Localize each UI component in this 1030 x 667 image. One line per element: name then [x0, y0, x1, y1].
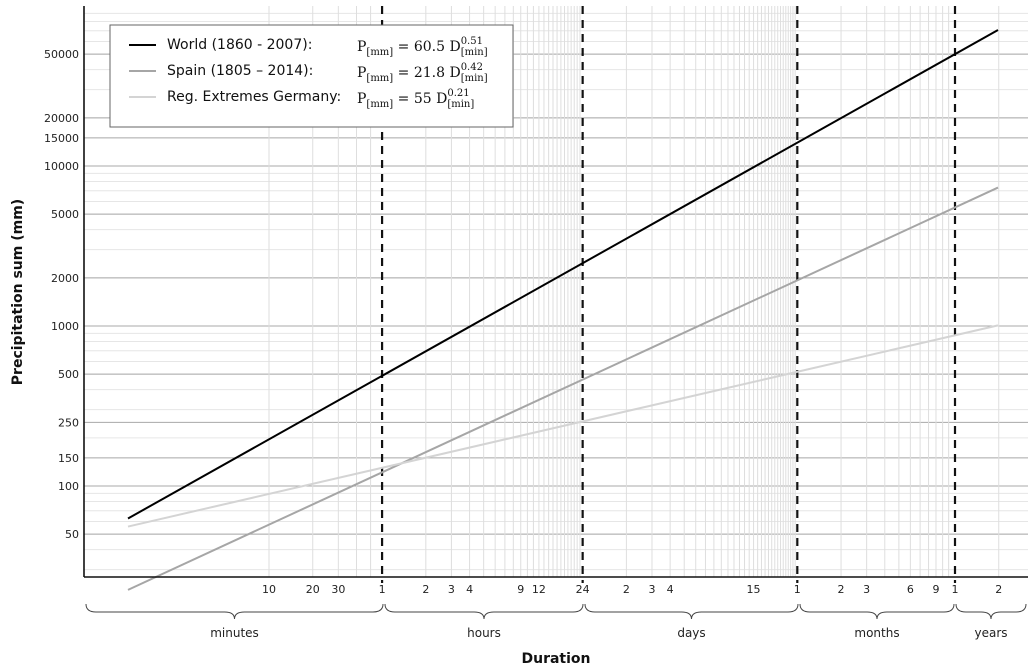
formula-d-subscript: [min] — [461, 47, 488, 58]
axes — [83, 6, 1028, 578]
x-tick-label: 15 — [747, 583, 761, 596]
period-label: minutes — [210, 626, 259, 640]
x-tick-label: 1 — [952, 583, 959, 596]
formula-rhs: = 55 D — [393, 91, 447, 107]
formula-p: P — [357, 39, 366, 55]
period-label: months — [854, 626, 899, 640]
series-line-2 — [127, 186, 999, 591]
legend-formula: P[mm] = 55 D0.21 [min] — [357, 88, 474, 110]
x-tick-label: 2 — [995, 583, 1002, 596]
x-tick-label: 20 — [306, 583, 320, 596]
x-tick-label: 9 — [932, 583, 939, 596]
formula-exponent: 0.21 — [447, 88, 469, 99]
x-tick-label: 2 — [838, 583, 845, 596]
period-label: hours — [467, 626, 501, 640]
x-tick-label: 6 — [907, 583, 914, 596]
x-tick-label: 30 — [331, 583, 345, 596]
x-tick-label: 3 — [863, 583, 870, 596]
formula-rhs: = 21.8 D — [393, 65, 460, 81]
legend-box — [109, 24, 514, 128]
period-label: days — [677, 626, 705, 640]
y-tick-label: 1000 — [51, 320, 79, 333]
y-tick-label: 10000 — [44, 160, 79, 173]
y-tick-label: 5000 — [51, 208, 79, 221]
formula-rhs: = 60.5 D — [393, 39, 460, 55]
y-tick-labels: 50 100 150 250 500 1000 2000 5000 10000 15000 2000… — [44, 48, 79, 541]
formula-p-subscript: [mm] — [366, 73, 393, 84]
period-brace — [384, 603, 584, 620]
formula-d-subscript: [min] — [461, 73, 488, 84]
legend: World (1860 - 2007): P[mm] = 60.5 D0.51 [m… — [109, 24, 514, 128]
period-label: years — [974, 626, 1007, 640]
grid — [84, 6, 1028, 577]
x-axis-label: Duration — [521, 651, 590, 667]
x-tick-labels: 10 20 30 1 2 3 4 9 12 24 2 3 4 15 1 2 3 6 9 1 2 — [262, 583, 1002, 596]
x-tick-label: 3 — [448, 583, 455, 596]
x-tick-label: 1 — [379, 583, 386, 596]
series-line-1 — [127, 29, 999, 520]
period-braces: minutes hours days months years — [85, 603, 1027, 640]
y-tick-label: 15000 — [44, 132, 79, 145]
legend-formula: P[mm] = 60.5 D0.51 [min] — [357, 36, 488, 58]
y-tick-label: 100 — [58, 480, 79, 493]
formula-exponent: 0.51 — [461, 36, 483, 47]
y-tick-label: 250 — [58, 416, 79, 429]
x-tick-label: 3 — [648, 583, 655, 596]
formula-exponent: 0.42 — [461, 62, 483, 73]
period-brace — [85, 603, 384, 620]
x-tick-label: 4 — [667, 583, 674, 596]
legend-series-name: World (1860 - 2007): — [167, 37, 312, 53]
x-tick-label: 9 — [517, 583, 524, 596]
legend-series-name: Reg. Extremes Germany: — [167, 89, 341, 105]
y-tick-label: 20000 — [44, 112, 79, 125]
series-line-3 — [127, 324, 999, 528]
formula-p: P — [357, 91, 366, 107]
y-tick-label: 50 — [65, 528, 79, 541]
x-tick-label: 1 — [794, 583, 801, 596]
x-tick-label: 2 — [422, 583, 429, 596]
series-lines — [127, 29, 999, 591]
period-brace — [955, 603, 1027, 620]
x-tick-label: 10 — [262, 583, 276, 596]
formula-p: P — [357, 65, 366, 81]
formula-p-subscript: [mm] — [366, 47, 393, 58]
legend-series-name: Spain (1805 – 2014): — [167, 63, 313, 79]
y-tick-label: 2000 — [51, 272, 79, 285]
x-tick-label: 12 — [532, 583, 546, 596]
y-axis-label: Precipitation sum (mm) — [10, 199, 26, 385]
formula-d-subscript: [min] — [447, 99, 474, 110]
legend-formula: P[mm] = 21.8 D0.42 [min] — [357, 62, 488, 84]
x-tick-label: 2 — [623, 583, 630, 596]
y-tick-label: 150 — [58, 452, 79, 465]
x-tick-label: 24 — [576, 583, 590, 596]
period-brace — [799, 603, 955, 620]
y-tick-label: 500 — [58, 368, 79, 381]
y-tick-label: 50000 — [44, 48, 79, 61]
period-brace — [584, 603, 799, 620]
formula-p-subscript: [mm] — [366, 99, 393, 110]
period-boundary-lines — [380, 6, 957, 583]
x-tick-label: 4 — [466, 583, 473, 596]
